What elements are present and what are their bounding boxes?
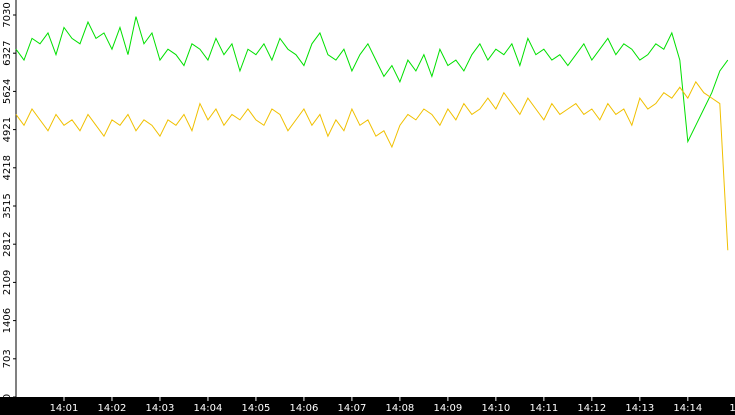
x-tick-label: 14:12 — [577, 403, 606, 414]
y-tick-label: 6327 — [2, 40, 13, 65]
x-tick-label: 14:09 — [433, 403, 462, 414]
x-tick-label: 14:14 — [673, 403, 702, 414]
x-tick-label: 14:07 — [337, 403, 366, 414]
y-tick-label: 4921 — [2, 117, 13, 142]
series-line — [15, 16, 729, 144]
y-tick-label: 3515 — [2, 193, 13, 218]
x-tick-label: 14:08 — [385, 403, 414, 414]
x-tick-label: 14 — [729, 403, 735, 414]
x-tick-label: 14:05 — [242, 403, 271, 414]
y-tick-label: 2812 — [2, 231, 13, 256]
x-tick-label: 14:06 — [290, 403, 319, 414]
y-tick-label: 0 — [2, 394, 13, 400]
y-tick-label: 2109 — [2, 270, 13, 295]
series-line — [15, 80, 729, 251]
x-tick-label: 14:04 — [194, 403, 223, 414]
x-axis-band — [0, 397, 735, 415]
x-tick-label: 14:01 — [50, 403, 79, 414]
y-tick-label: 703 — [2, 349, 13, 368]
x-tick-label: 14:13 — [625, 403, 654, 414]
y-tick-label: 5624 — [2, 79, 13, 104]
y-tick-label: 4218 — [2, 155, 13, 180]
x-tick-label: 14:10 — [481, 403, 510, 414]
x-tick-label: 14:02 — [98, 403, 127, 414]
x-tick-label: 14:11 — [529, 403, 558, 414]
y-tick-label: 7030 — [2, 2, 13, 27]
x-tick-label: 14:03 — [146, 403, 175, 414]
y-tick-label: 1406 — [2, 308, 13, 333]
